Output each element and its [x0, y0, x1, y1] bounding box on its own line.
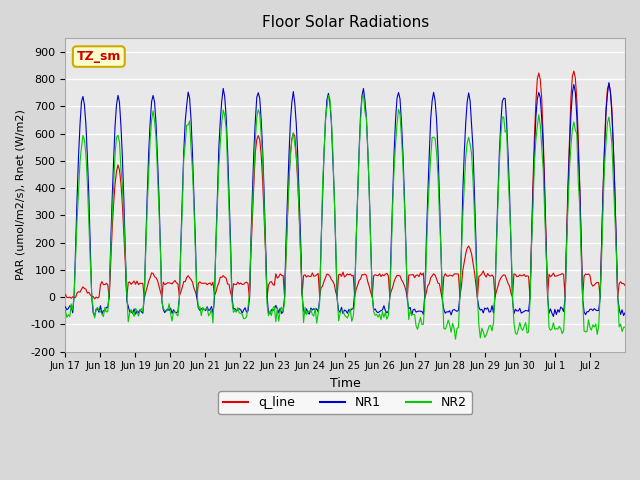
Title: Floor Solar Radiations: Floor Solar Radiations [262, 15, 429, 30]
Legend: q_line, NR1, NR2: q_line, NR1, NR2 [218, 391, 472, 414]
Y-axis label: PAR (umol/m2/s), Rnet (W/m2): PAR (umol/m2/s), Rnet (W/m2) [15, 109, 25, 280]
X-axis label: Time: Time [330, 377, 360, 390]
Text: TZ_sm: TZ_sm [77, 50, 121, 63]
